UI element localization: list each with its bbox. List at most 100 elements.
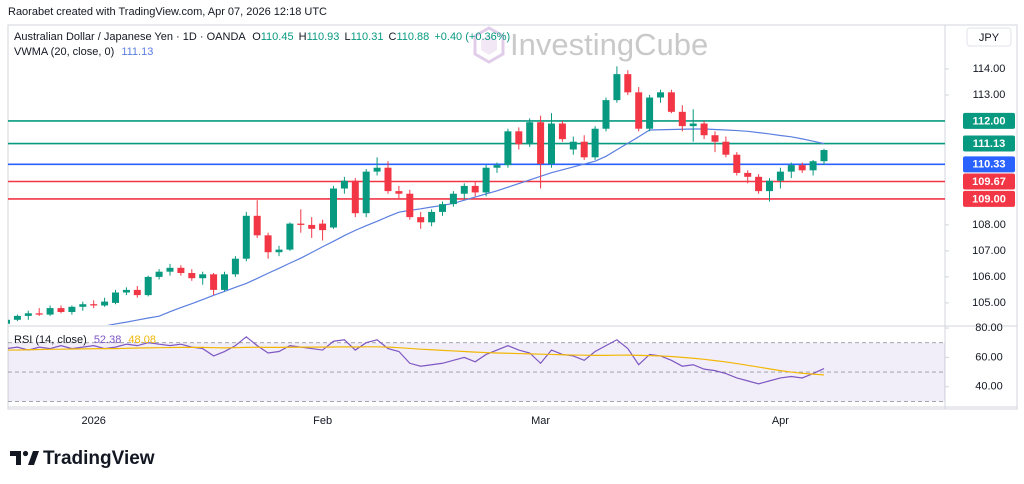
candle-body xyxy=(417,217,425,223)
candle-body xyxy=(471,185,479,193)
candle-body xyxy=(504,131,512,166)
candle-body xyxy=(580,141,588,158)
change: +0.40 (+0.36%) xyxy=(434,31,510,43)
currency[interactable]: JPY xyxy=(979,32,1000,44)
candle-body xyxy=(678,111,686,127)
brand-icon xyxy=(10,451,21,465)
candle-body xyxy=(330,188,337,228)
y-tick-label: 80.00 xyxy=(975,322,1003,334)
candle-body xyxy=(711,135,719,142)
chart-frame xyxy=(7,24,1018,410)
price-label: 109.67 xyxy=(972,176,1006,188)
candle-body xyxy=(101,301,109,306)
candle-body xyxy=(460,185,468,194)
price-label-box xyxy=(963,190,1015,207)
candle-body xyxy=(755,176,763,192)
price-label-box xyxy=(963,135,1015,152)
vwma-value: 111.13 xyxy=(121,46,153,58)
candle-body xyxy=(548,123,555,164)
symbol: Australian Dollar / Japanese Yen · 1D · … xyxy=(14,31,246,43)
y-tick-label: 105.00 xyxy=(972,297,1006,309)
main-pane xyxy=(8,66,945,325)
price-label: 111.13 xyxy=(973,138,1005,150)
candle-body xyxy=(90,304,98,306)
candle-body xyxy=(122,289,130,293)
candle-body xyxy=(373,167,381,172)
price-label-box xyxy=(963,112,1015,129)
axes: 105.00 106.00 107.00 108.00 113.00 114.00 112.… xyxy=(81,63,1015,427)
y-tick-label: 106.00 xyxy=(972,271,1006,283)
price-label: 112.00 xyxy=(972,115,1005,127)
vwma-legend: VWMA (20, close, 0) 111.13 xyxy=(14,46,153,58)
candle-body xyxy=(79,304,87,307)
candle-body xyxy=(646,97,654,129)
candle-body xyxy=(221,274,228,290)
candle-body xyxy=(384,167,392,192)
brand-icon xyxy=(22,450,29,457)
candle-body xyxy=(722,141,730,155)
candle-body xyxy=(428,211,436,223)
candle-body xyxy=(787,165,795,172)
candle-body xyxy=(319,223,327,231)
candle-body xyxy=(744,172,752,177)
watermark-icon xyxy=(473,26,505,64)
y-tick-label: 114.00 xyxy=(973,63,1006,75)
candle-body xyxy=(449,193,457,205)
candle-body xyxy=(188,273,196,279)
rsi-name: RSI (14, close) xyxy=(14,334,87,346)
candle-body xyxy=(667,92,675,112)
candle-body xyxy=(689,123,697,127)
candle-body xyxy=(144,276,152,296)
candle-body xyxy=(406,193,414,218)
candle-body xyxy=(177,267,185,274)
candle-body xyxy=(166,267,174,272)
y-tick-label: 108.00 xyxy=(972,219,1006,231)
candle-body xyxy=(46,308,54,315)
watermark-icon-inner xyxy=(481,35,497,55)
ohlc-label: C xyxy=(389,31,397,43)
candle-body xyxy=(253,215,261,236)
candle-body xyxy=(133,289,141,296)
brand-icon xyxy=(28,451,39,465)
candle-body xyxy=(820,150,828,162)
price-label-box xyxy=(963,173,1015,190)
candle-body xyxy=(569,141,577,150)
candle-body xyxy=(24,313,32,316)
candle-body xyxy=(57,308,65,313)
watermark: InvestingCube xyxy=(473,26,708,64)
candle-body xyxy=(798,165,806,171)
candle-body xyxy=(624,74,632,93)
vwma-line xyxy=(106,128,825,325)
x-tick-label: Apr xyxy=(772,415,789,427)
currency-box[interactable] xyxy=(966,27,1012,47)
rsi-ma-value: 48.08 xyxy=(128,334,156,346)
candle-body xyxy=(13,315,21,320)
candle-body xyxy=(635,92,643,129)
brand-text: TradingView xyxy=(43,448,155,469)
ohlc-value: 110.93 xyxy=(307,31,340,43)
candle-body xyxy=(264,235,272,253)
symbol-legend: Australian Dollar / Japanese Yen · 1D · … xyxy=(14,31,510,43)
x-tick-label: Mar xyxy=(531,415,550,427)
price-label-box xyxy=(963,156,1015,173)
rsi-ma-line xyxy=(8,346,825,376)
brand-logo: TradingView xyxy=(10,448,155,469)
price-label: 110.33 xyxy=(972,159,1005,171)
candle-body xyxy=(776,171,784,181)
candle-body xyxy=(68,306,76,313)
candle-body xyxy=(112,292,119,303)
candle-body xyxy=(439,204,446,212)
candle-body xyxy=(657,92,664,98)
y-tick-label: 40.00 xyxy=(975,381,1003,393)
candle-body xyxy=(231,258,239,275)
candle-body xyxy=(515,131,523,145)
y-tick-label: 113.00 xyxy=(973,89,1006,101)
candle-body xyxy=(733,154,741,173)
candle-body xyxy=(482,167,490,193)
rsi-legend: RSI (14, close) 52.38 48.08 xyxy=(14,334,156,346)
candle-body xyxy=(700,123,708,136)
candle-body xyxy=(602,100,610,129)
candle-body xyxy=(591,128,599,158)
rsi-pane xyxy=(8,336,945,402)
